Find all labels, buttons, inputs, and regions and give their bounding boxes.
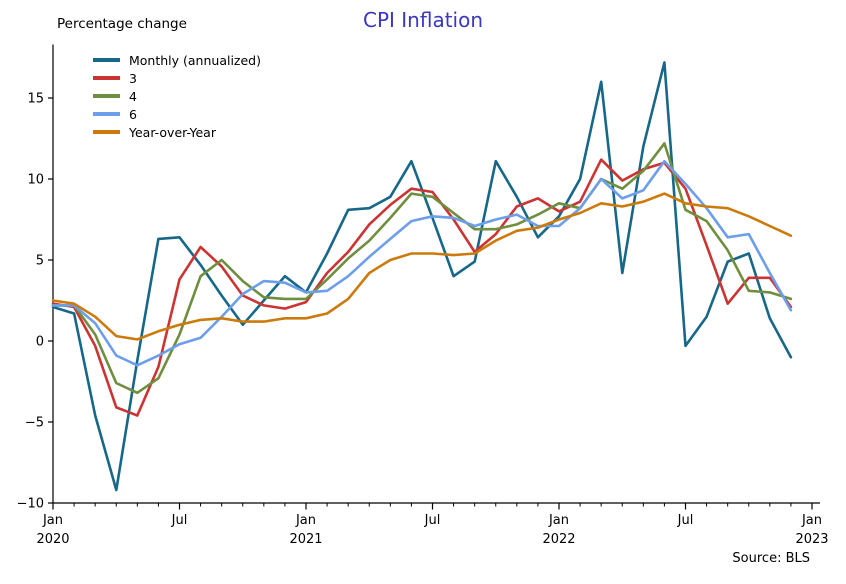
x-tick-month-label: Jan [548,513,569,528]
legend-label: 6 [129,106,137,122]
legend-item: Monthly (annualized) [93,51,261,69]
y-tick-label: −10 [17,497,44,512]
x-tick-month-label: Jul [171,513,188,528]
series-line-4 [51,142,793,395]
y-tick-label: 0 [36,335,44,350]
series-line-6 [51,159,793,367]
x-tick-month-label: Jul [677,513,694,528]
legend-label: Monthly (annualized) [129,52,261,68]
series-line-3 [51,158,793,417]
legend: Monthly (annualized) 3 4 6 Year-over-Year [93,51,261,141]
x-tick-year-label: 2023 [795,532,828,547]
x-tick-year-label: 2020 [36,532,69,547]
legend-item: Year-over-Year [93,123,261,141]
y-tick-label: 15 [27,92,44,107]
x-tick-month-label: Jan [42,513,63,528]
x-tick-month-label: Jul [424,513,441,528]
legend-swatch [93,94,120,98]
legend-item: 4 [93,87,261,105]
legend-swatch [93,112,120,116]
legend-label: 3 [129,70,137,86]
chart-title: CPI Inflation [362,8,484,32]
y-tick-label: 10 [27,173,44,188]
source-note: Source: BLS [732,551,810,566]
x-tick-year-label: 2022 [542,532,575,547]
legend-item: 6 [93,105,261,123]
legend-label: 4 [129,88,137,104]
legend-swatch [93,76,120,80]
legend-swatch [93,130,120,134]
legend-label: Year-over-Year [129,124,216,140]
y-tick-label: 5 [36,254,44,269]
legend-item: 3 [93,69,261,87]
y-tick-label: −5 [25,416,44,431]
y-axis-unit-label: Percentage change [57,16,187,32]
series-line-year-over-year [51,192,793,341]
x-tick-month-label: Jan [295,513,316,528]
x-tick-year-label: 2021 [289,532,322,547]
x-tick-month-label: Jan [801,513,822,528]
legend-swatch [93,58,120,62]
